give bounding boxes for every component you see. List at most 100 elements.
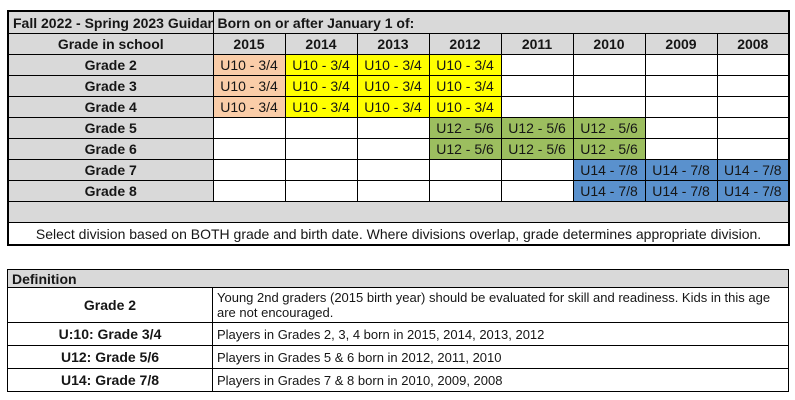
grade-label: Grade 7 xyxy=(7,159,214,181)
empty-cell xyxy=(716,138,790,160)
empty-cell xyxy=(212,159,286,181)
division-cell: U12 - 5/6 xyxy=(572,138,646,160)
year-header: 2008 xyxy=(716,33,790,55)
definition-description: Young 2nd graders (2015 birth year) shou… xyxy=(211,287,790,323)
grade-row: Grade 4 U10 - 3/4 U10 - 3/4 U10 - 3/4 U1… xyxy=(7,96,790,118)
division-cell: U14 - 7/8 xyxy=(572,159,646,181)
empty-cell xyxy=(356,117,430,139)
grade-row: Grade 5 U12 - 5/6 U12 - 5/6 U12 - 5/6 xyxy=(7,117,790,139)
empty-cell xyxy=(572,75,646,97)
definition-term: Grade 2 xyxy=(7,287,213,323)
grade-label: Grade 2 xyxy=(7,54,214,76)
division-cell: U10 - 3/4 xyxy=(284,96,358,118)
grade-row: Grade 6 U12 - 5/6 U12 - 5/6 U12 - 5/6 xyxy=(7,138,790,160)
division-cell: U12 - 5/6 xyxy=(572,117,646,139)
empty-cell xyxy=(284,159,358,181)
division-cell: U14 - 7/8 xyxy=(716,180,790,202)
definition-term: U:10: Grade 3/4 xyxy=(7,322,213,346)
definition-description: Players in Grades 7 & 8 born in 2010, 20… xyxy=(211,368,790,392)
empty-cell xyxy=(428,159,502,181)
definition-row: Grade 2 Young 2nd graders (2015 birth ye… xyxy=(7,287,790,323)
empty-cell xyxy=(644,75,718,97)
division-cell: U10 - 3/4 xyxy=(284,75,358,97)
empty-cell xyxy=(500,159,574,181)
grade-row: Grade 2 U10 - 3/4 U10 - 3/4 U10 - 3/4 U1… xyxy=(7,54,790,76)
guidance-header-row: Fall 2022 - Spring 2023 Guidance Born on… xyxy=(7,10,790,34)
grade-column-header: Grade in school xyxy=(7,33,214,55)
division-cell: U10 - 3/4 xyxy=(428,75,502,97)
grade-label: Grade 4 xyxy=(7,96,214,118)
born-on-header: Born on or after January 1 of: xyxy=(212,10,790,34)
guidance-note: Select division based on BOTH grade and … xyxy=(7,222,790,246)
empty-cell xyxy=(644,96,718,118)
division-cell: U10 - 3/4 xyxy=(356,96,430,118)
empty-cell xyxy=(716,75,790,97)
year-header: 2013 xyxy=(356,33,430,55)
spacer-row xyxy=(7,201,790,223)
grade-row: Grade 8 U14 - 7/8 U14 - 7/8 U14 - 7/8 xyxy=(7,180,790,202)
empty-cell xyxy=(644,117,718,139)
definition-header-row: Definition xyxy=(6,269,790,288)
empty-cell xyxy=(500,180,574,202)
empty-cell xyxy=(356,159,430,181)
grade-label: Grade 3 xyxy=(7,75,214,97)
empty-cell xyxy=(284,180,358,202)
definition-description: Players in Grades 5 & 6 born in 2012, 20… xyxy=(211,345,790,369)
empty-cell xyxy=(284,117,358,139)
division-cell: U10 - 3/4 xyxy=(428,96,502,118)
grade-label: Grade 8 xyxy=(7,180,214,202)
empty-cell xyxy=(716,117,790,139)
division-cell: U10 - 3/4 xyxy=(356,54,430,76)
year-header: 2012 xyxy=(428,33,502,55)
definition-row: U:10: Grade 3/4 Players in Grades 2, 3, … xyxy=(7,322,790,346)
definition-term: U12: Grade 5/6 xyxy=(7,345,213,369)
division-cell: U10 - 3/4 xyxy=(212,54,286,76)
grade-label: Grade 6 xyxy=(7,138,214,160)
grade-label: Grade 5 xyxy=(7,117,214,139)
empty-cell xyxy=(572,96,646,118)
year-header: 2011 xyxy=(500,33,574,55)
division-cell: U12 - 5/6 xyxy=(500,138,574,160)
empty-cell xyxy=(716,96,790,118)
spacer-cell xyxy=(7,201,790,223)
definition-row: U12: Grade 5/6 Players in Grades 5 & 6 b… xyxy=(7,345,790,369)
empty-cell xyxy=(500,75,574,97)
division-cell: U14 - 7/8 xyxy=(716,159,790,181)
division-cell: U10 - 3/4 xyxy=(284,54,358,76)
division-cell: U14 - 7/8 xyxy=(644,180,718,202)
division-cell: U10 - 3/4 xyxy=(428,54,502,76)
definition-table: Definition Grade 2 Young 2nd graders (20… xyxy=(6,269,790,392)
year-header: 2010 xyxy=(572,33,646,55)
empty-cell xyxy=(428,180,502,202)
division-cell: U14 - 7/8 xyxy=(644,159,718,181)
division-cell: U14 - 7/8 xyxy=(572,180,646,202)
guidance-title: Fall 2022 - Spring 2023 Guidance xyxy=(7,10,214,34)
empty-cell xyxy=(356,138,430,160)
definition-term: U14: Grade 7/8 xyxy=(7,368,213,392)
year-header: 2009 xyxy=(644,33,718,55)
division-cell: U10 - 3/4 xyxy=(212,75,286,97)
grade-row: Grade 3 U10 - 3/4 U10 - 3/4 U10 - 3/4 U1… xyxy=(7,75,790,97)
division-cell: U10 - 3/4 xyxy=(356,75,430,97)
empty-cell xyxy=(500,54,574,76)
grade-row: Grade 7 U14 - 7/8 U14 - 7/8 U14 - 7/8 xyxy=(7,159,790,181)
definition-row: U14: Grade 7/8 Players in Grades 7 & 8 b… xyxy=(7,368,790,392)
empty-cell xyxy=(644,138,718,160)
empty-cell xyxy=(284,138,358,160)
year-header-row: Grade in school 2015 2014 2013 2012 2011… xyxy=(7,33,790,55)
definition-description: Players in Grades 2, 3, 4 born in 2015, … xyxy=(211,322,790,346)
division-cell: U12 - 5/6 xyxy=(428,138,502,160)
guidance-table: Fall 2022 - Spring 2023 Guidance Born on… xyxy=(7,10,791,246)
year-header: 2014 xyxy=(284,33,358,55)
division-cell: U10 - 3/4 xyxy=(212,96,286,118)
empty-cell xyxy=(644,54,718,76)
empty-cell xyxy=(356,180,430,202)
division-cell: U12 - 5/6 xyxy=(428,117,502,139)
division-cell: U12 - 5/6 xyxy=(500,117,574,139)
year-header: 2015 xyxy=(212,33,286,55)
note-row: Select division based on BOTH grade and … xyxy=(7,222,790,246)
empty-cell xyxy=(716,54,790,76)
definition-header: Definition xyxy=(6,269,790,288)
empty-cell xyxy=(572,54,646,76)
